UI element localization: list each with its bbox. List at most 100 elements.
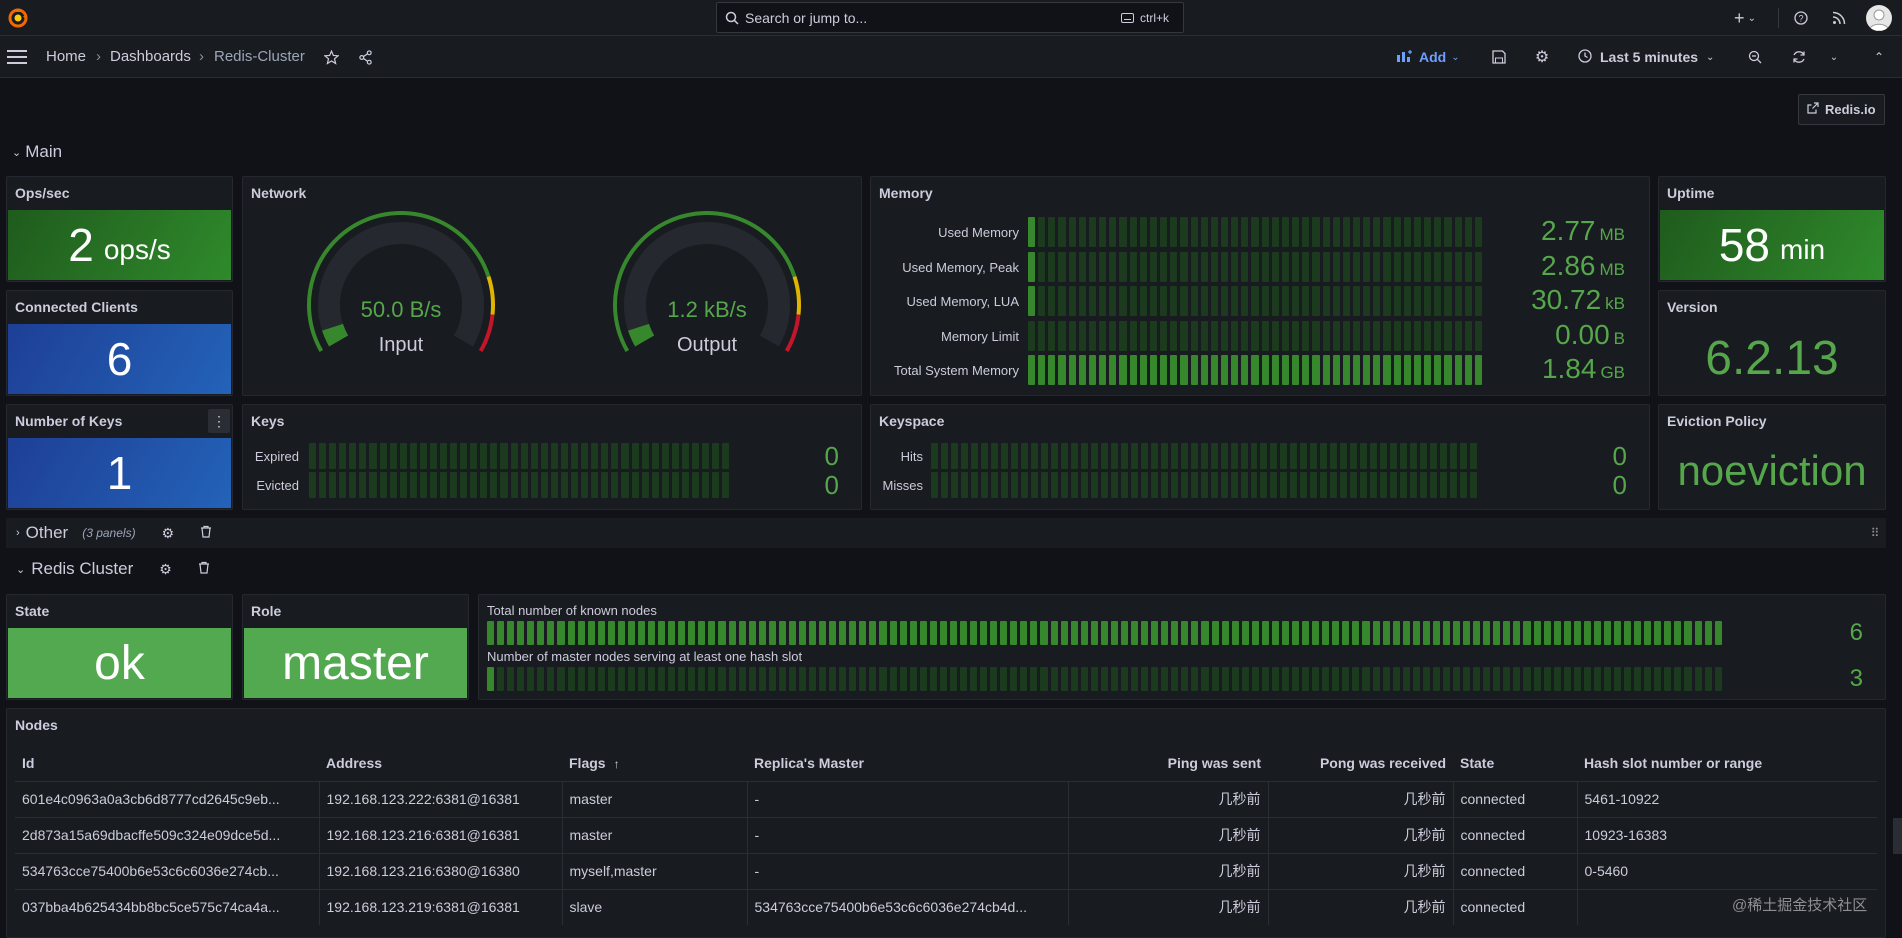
- redis-io-link-button[interactable]: Redis.io: [1798, 94, 1885, 125]
- cluster-row-label: Total number of known nodes: [487, 603, 657, 618]
- bar-segment: [1010, 472, 1018, 498]
- bar-segment: [1271, 355, 1279, 385]
- bar-segment: [1191, 621, 1199, 645]
- bar-segment: [1474, 286, 1483, 316]
- bar-segment: [1373, 217, 1381, 247]
- bar-segment: [1342, 355, 1350, 385]
- table-row[interactable]: 037bba4b625434bb8bc5ce575c74ca4a... 192.1…: [15, 888, 1877, 925]
- settings-gear-icon[interactable]: ⚙: [1534, 49, 1550, 66]
- bar-segment: [1160, 472, 1168, 498]
- row-settings-gear-icon[interactable]: ⚙: [159, 560, 172, 577]
- bar-segment: [1139, 286, 1147, 316]
- table-row[interactable]: 601e4c0963a0a3cb6d8777cd2645c9eb... 192.1…: [15, 780, 1877, 817]
- bar-segment: [1149, 217, 1158, 247]
- help-icon[interactable]: ?: [1792, 9, 1810, 27]
- bar-segment: [1553, 667, 1561, 691]
- bar-segment: [728, 667, 736, 691]
- row-main[interactable]: ⌄ Main: [12, 142, 62, 162]
- avatar[interactable]: [1866, 5, 1892, 31]
- drag-handle-icon[interactable]: ⠿: [1870, 526, 1880, 540]
- table-row[interactable]: 534763cce75400b6e53c6c6036e274cb... 192.1…: [15, 852, 1877, 889]
- bar-segment: [1474, 217, 1483, 247]
- table-row[interactable]: 2d873a15a69dbacffe509c324e09dce5d... 192.…: [15, 816, 1877, 853]
- memory-row-bar: [1028, 320, 1483, 351]
- save-icon[interactable]: [1490, 48, 1508, 66]
- bar-segment: [829, 621, 837, 645]
- trash-icon[interactable]: [198, 561, 210, 577]
- scroll-handle[interactable]: [1893, 818, 1902, 854]
- bar-segment: [728, 621, 736, 645]
- share-icon[interactable]: [356, 48, 374, 66]
- rss-icon[interactable]: [1830, 9, 1848, 27]
- table-column-header[interactable]: Hash slot number or range: [1577, 745, 1877, 781]
- table-column-header[interactable]: Id: [15, 745, 319, 781]
- bar-segment: [1503, 667, 1511, 691]
- table-column-header[interactable]: Address: [319, 745, 562, 781]
- bar-segment: [939, 667, 947, 691]
- row-redis-cluster[interactable]: ⌄ Redis Cluster ⚙: [16, 559, 210, 579]
- trash-icon[interactable]: [200, 525, 212, 541]
- ops-title: Ops/sec: [15, 185, 70, 201]
- table-cell: 10923-16383: [1576, 816, 1877, 853]
- bar-segment: [1250, 443, 1258, 469]
- bar-segment: [819, 667, 827, 691]
- bar-segment: [1100, 443, 1108, 469]
- star-icon[interactable]: [322, 48, 340, 66]
- bar-segment: [1302, 355, 1310, 385]
- add-button[interactable]: Add ⌄: [1396, 47, 1460, 67]
- bar-segment: [601, 472, 609, 498]
- bar-segment: [1463, 667, 1471, 691]
- bar-segment: [1230, 472, 1238, 498]
- bar-segment: [1383, 355, 1391, 385]
- bar-segment: [540, 443, 548, 469]
- table-column-header[interactable]: Ping was sent: [1068, 745, 1268, 781]
- bar-segment: [480, 443, 488, 469]
- zoom-out-icon[interactable]: [1746, 48, 1764, 66]
- bar-segment: [527, 667, 535, 691]
- row-settings-gear-icon[interactable]: ⚙: [161, 524, 175, 541]
- panel-menu-icon[interactable]: ⋮: [208, 409, 230, 433]
- refresh-icon[interactable]: [1790, 48, 1808, 66]
- bar-segment: [1434, 320, 1442, 351]
- table-column-header[interactable]: State: [1453, 745, 1577, 781]
- bar-segment: [990, 472, 998, 498]
- bar-segment: [1210, 320, 1218, 351]
- bar-segment: [520, 443, 528, 469]
- refresh-interval-chevron-icon[interactable]: ⌄: [1829, 51, 1839, 63]
- bar-segment: [1078, 355, 1086, 385]
- bar-segment: [1190, 443, 1198, 469]
- search-input[interactable]: Search or jump to... ctrl+k: [716, 2, 1184, 33]
- bar-segment: [540, 472, 548, 498]
- column-header-label: Address: [326, 754, 383, 771]
- breadcrumb-dashboards[interactable]: Dashboards: [110, 48, 191, 65]
- table-column-header[interactable]: Flags ↑: [562, 745, 747, 781]
- keyspace-row-bar: [931, 472, 1478, 498]
- collapse-icon[interactable]: ⌃: [1873, 50, 1885, 64]
- table-column-header[interactable]: Replica's Master: [747, 745, 1068, 781]
- bar-segment: [702, 443, 710, 469]
- breadcrumb-home[interactable]: Home: [46, 48, 87, 65]
- bar-segment: [1523, 621, 1531, 645]
- bar-segment: [931, 472, 938, 498]
- bar-segment: [1060, 472, 1068, 498]
- plus-icon[interactable]: + ⌄: [1734, 7, 1756, 28]
- sort-asc-icon: ↑: [613, 756, 620, 771]
- bar-segment: [919, 667, 927, 691]
- table-column-header[interactable]: Pong was received: [1268, 745, 1453, 781]
- menu-icon[interactable]: [6, 47, 28, 67]
- bar-segment: [1464, 217, 1472, 247]
- time-range-picker[interactable]: Last 5 minutes ⌄: [1578, 47, 1714, 67]
- uptime-stat: 58 min: [1660, 210, 1884, 280]
- bar-segment: [1424, 286, 1432, 316]
- bar-segment: [1424, 320, 1432, 351]
- table-cell: master: [561, 780, 747, 817]
- bar-segment: [980, 472, 988, 498]
- keyspace-row-value: 0: [1612, 441, 1627, 471]
- bar-segment: [1038, 320, 1046, 351]
- bar-segment: [641, 443, 649, 469]
- bar-segment: [1261, 251, 1269, 282]
- state-value: ok: [94, 636, 145, 690]
- bar-segment: [1210, 355, 1218, 385]
- grafana-logo-icon[interactable]: [6, 6, 30, 30]
- row-other[interactable]: › Other (3 panels) ⚙ ⠿: [6, 518, 1886, 548]
